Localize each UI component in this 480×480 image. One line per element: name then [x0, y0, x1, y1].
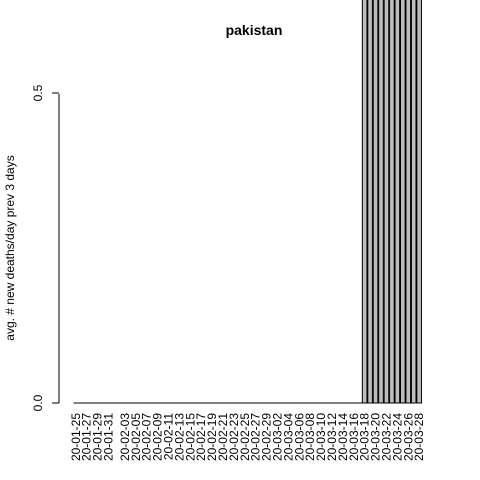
x-tick-label: 20-02-15 [183, 413, 197, 461]
bar [361, 0, 368, 404]
x-tick-label: 20-02-07 [140, 413, 154, 461]
x-tick-label: 20-03-12 [325, 413, 339, 461]
x-tick-label: 20-02-25 [238, 413, 252, 461]
bar [410, 0, 417, 404]
bar [383, 0, 390, 404]
x-tick-label: 20-03-18 [358, 413, 372, 461]
x-tick-label: 20-03-16 [347, 413, 361, 461]
bar [372, 0, 379, 404]
x-tick-label: 20-02-29 [260, 413, 274, 461]
bar [416, 0, 422, 404]
x-tick-label: 20-03-14 [336, 413, 350, 461]
x-tick-label: 20-02-27 [249, 413, 263, 461]
x-tick-label: 20-03-08 [303, 413, 317, 461]
x-tick-label: 20-03-04 [281, 413, 295, 461]
x-tick-label: 20-02-21 [216, 413, 230, 461]
bar [405, 0, 412, 404]
bar [389, 0, 395, 404]
x-tick-label: 20-02-13 [172, 413, 186, 461]
x-tick-label: 20-01-31 [102, 413, 116, 461]
x-tick-label: 20-03-02 [270, 413, 284, 461]
x-tick-label: 20-01-29 [91, 413, 105, 461]
x-tick-label: 20-02-09 [151, 413, 165, 461]
x-tick-label: 20-03-22 [379, 413, 393, 461]
x-tick-label: 20-01-27 [80, 413, 94, 461]
x-tick-label: 20-02-11 [161, 413, 175, 460]
bars [73, 0, 422, 404]
x-tick-label: 20-03-24 [390, 413, 404, 461]
x-tick-label: 20-02-03 [118, 413, 132, 461]
y-ticks: 0.00.51.01.5 [31, 84, 59, 411]
y-tick-label: 0.0 [31, 394, 45, 411]
x-tick-label: 20-03-28 [412, 413, 426, 461]
bar [367, 0, 373, 404]
x-tick-label: 20-03-26 [401, 413, 415, 461]
x-tick-label: 20-03-20 [369, 413, 383, 461]
x-tick-label: 20-03-06 [292, 413, 306, 461]
y-axis-label: avg. # new deaths/day prev 3 days [3, 155, 17, 340]
x-tick-label: 20-03-10 [314, 413, 328, 461]
x-tick-label: 20-02-17 [194, 413, 208, 461]
x-tick-label: 20-02-05 [129, 413, 143, 461]
y-tick-label: 0.5 [31, 84, 45, 101]
bar [394, 0, 401, 404]
bar [400, 0, 406, 404]
x-tick-label: 20-02-23 [227, 413, 241, 461]
x-tick-label: 20-01-25 [69, 413, 83, 461]
x-tick-label: 20-02-19 [205, 413, 219, 461]
bar [378, 0, 384, 404]
chart-title: pakistan [226, 22, 283, 38]
